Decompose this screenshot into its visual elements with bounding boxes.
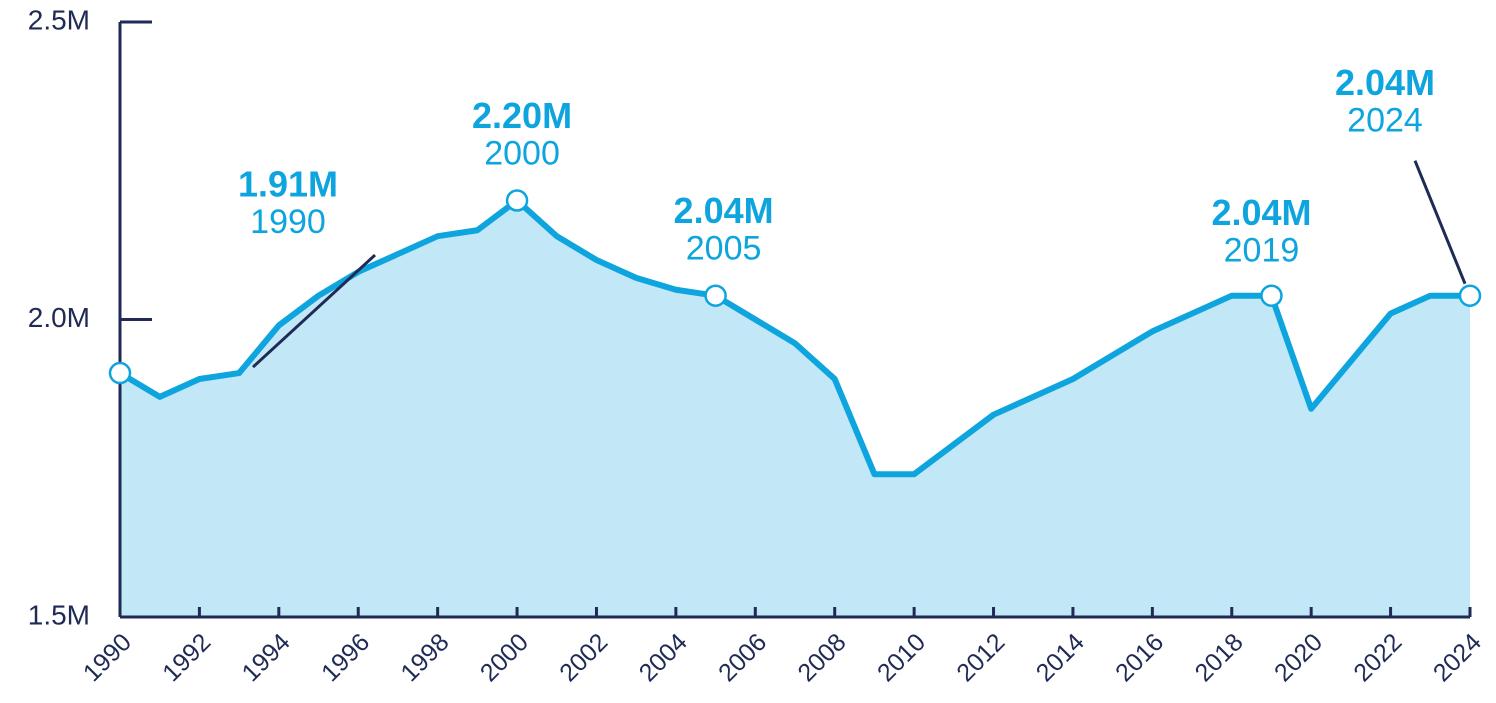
value-label: 2.20M bbox=[472, 95, 572, 136]
value-label: 2.04M bbox=[1335, 62, 1435, 103]
leader-line bbox=[1413, 160, 1467, 285]
marker bbox=[704, 284, 727, 307]
x-tick-label: 2014 bbox=[1031, 628, 1090, 687]
value-label: 2.04M bbox=[674, 190, 774, 231]
x-tick-label: 2022 bbox=[1348, 628, 1407, 687]
leader-line bbox=[251, 253, 377, 369]
year-label: 1990 bbox=[250, 203, 326, 241]
x-tick-label: 2004 bbox=[634, 628, 693, 687]
x-tick-label: 2000 bbox=[475, 628, 534, 687]
year-label: 2000 bbox=[484, 134, 560, 172]
x-tick-label: 2010 bbox=[872, 628, 931, 687]
x-tick-label: 2008 bbox=[792, 628, 851, 687]
x-tick-label: 2018 bbox=[1190, 628, 1249, 687]
x-tick-label: 1996 bbox=[316, 628, 375, 687]
value-label: 1.91M bbox=[238, 164, 338, 205]
x-tick-label: 2002 bbox=[554, 628, 613, 687]
x-tick-label: 1992 bbox=[157, 628, 216, 687]
year-label: 2005 bbox=[686, 230, 762, 268]
area bbox=[120, 200, 1470, 617]
marker bbox=[505, 189, 529, 212]
x-tick-label: 1994 bbox=[237, 628, 296, 687]
year-label: 2019 bbox=[1224, 232, 1300, 270]
x-tick-label: 2006 bbox=[713, 628, 772, 687]
x-tick-label: 1998 bbox=[395, 628, 454, 687]
line bbox=[118, 197, 1470, 478]
y-tick-label: 2.0M bbox=[28, 302, 90, 333]
y-tick-label: 1.5M bbox=[28, 599, 90, 630]
x-tick-label: 2020 bbox=[1269, 628, 1328, 687]
year-label: 2024 bbox=[1347, 102, 1423, 140]
x-tick-label: 2012 bbox=[951, 628, 1010, 687]
value-label: 2.04M bbox=[1211, 192, 1311, 233]
marker bbox=[1260, 284, 1283, 307]
x-tick-label: 1990 bbox=[78, 628, 137, 687]
marker bbox=[1458, 284, 1482, 307]
marker bbox=[108, 361, 132, 385]
x-tick-label: 2016 bbox=[1110, 628, 1169, 687]
y-tick-label: 2.5M bbox=[28, 4, 90, 35]
x-tick-label: 2024 bbox=[1428, 628, 1487, 687]
